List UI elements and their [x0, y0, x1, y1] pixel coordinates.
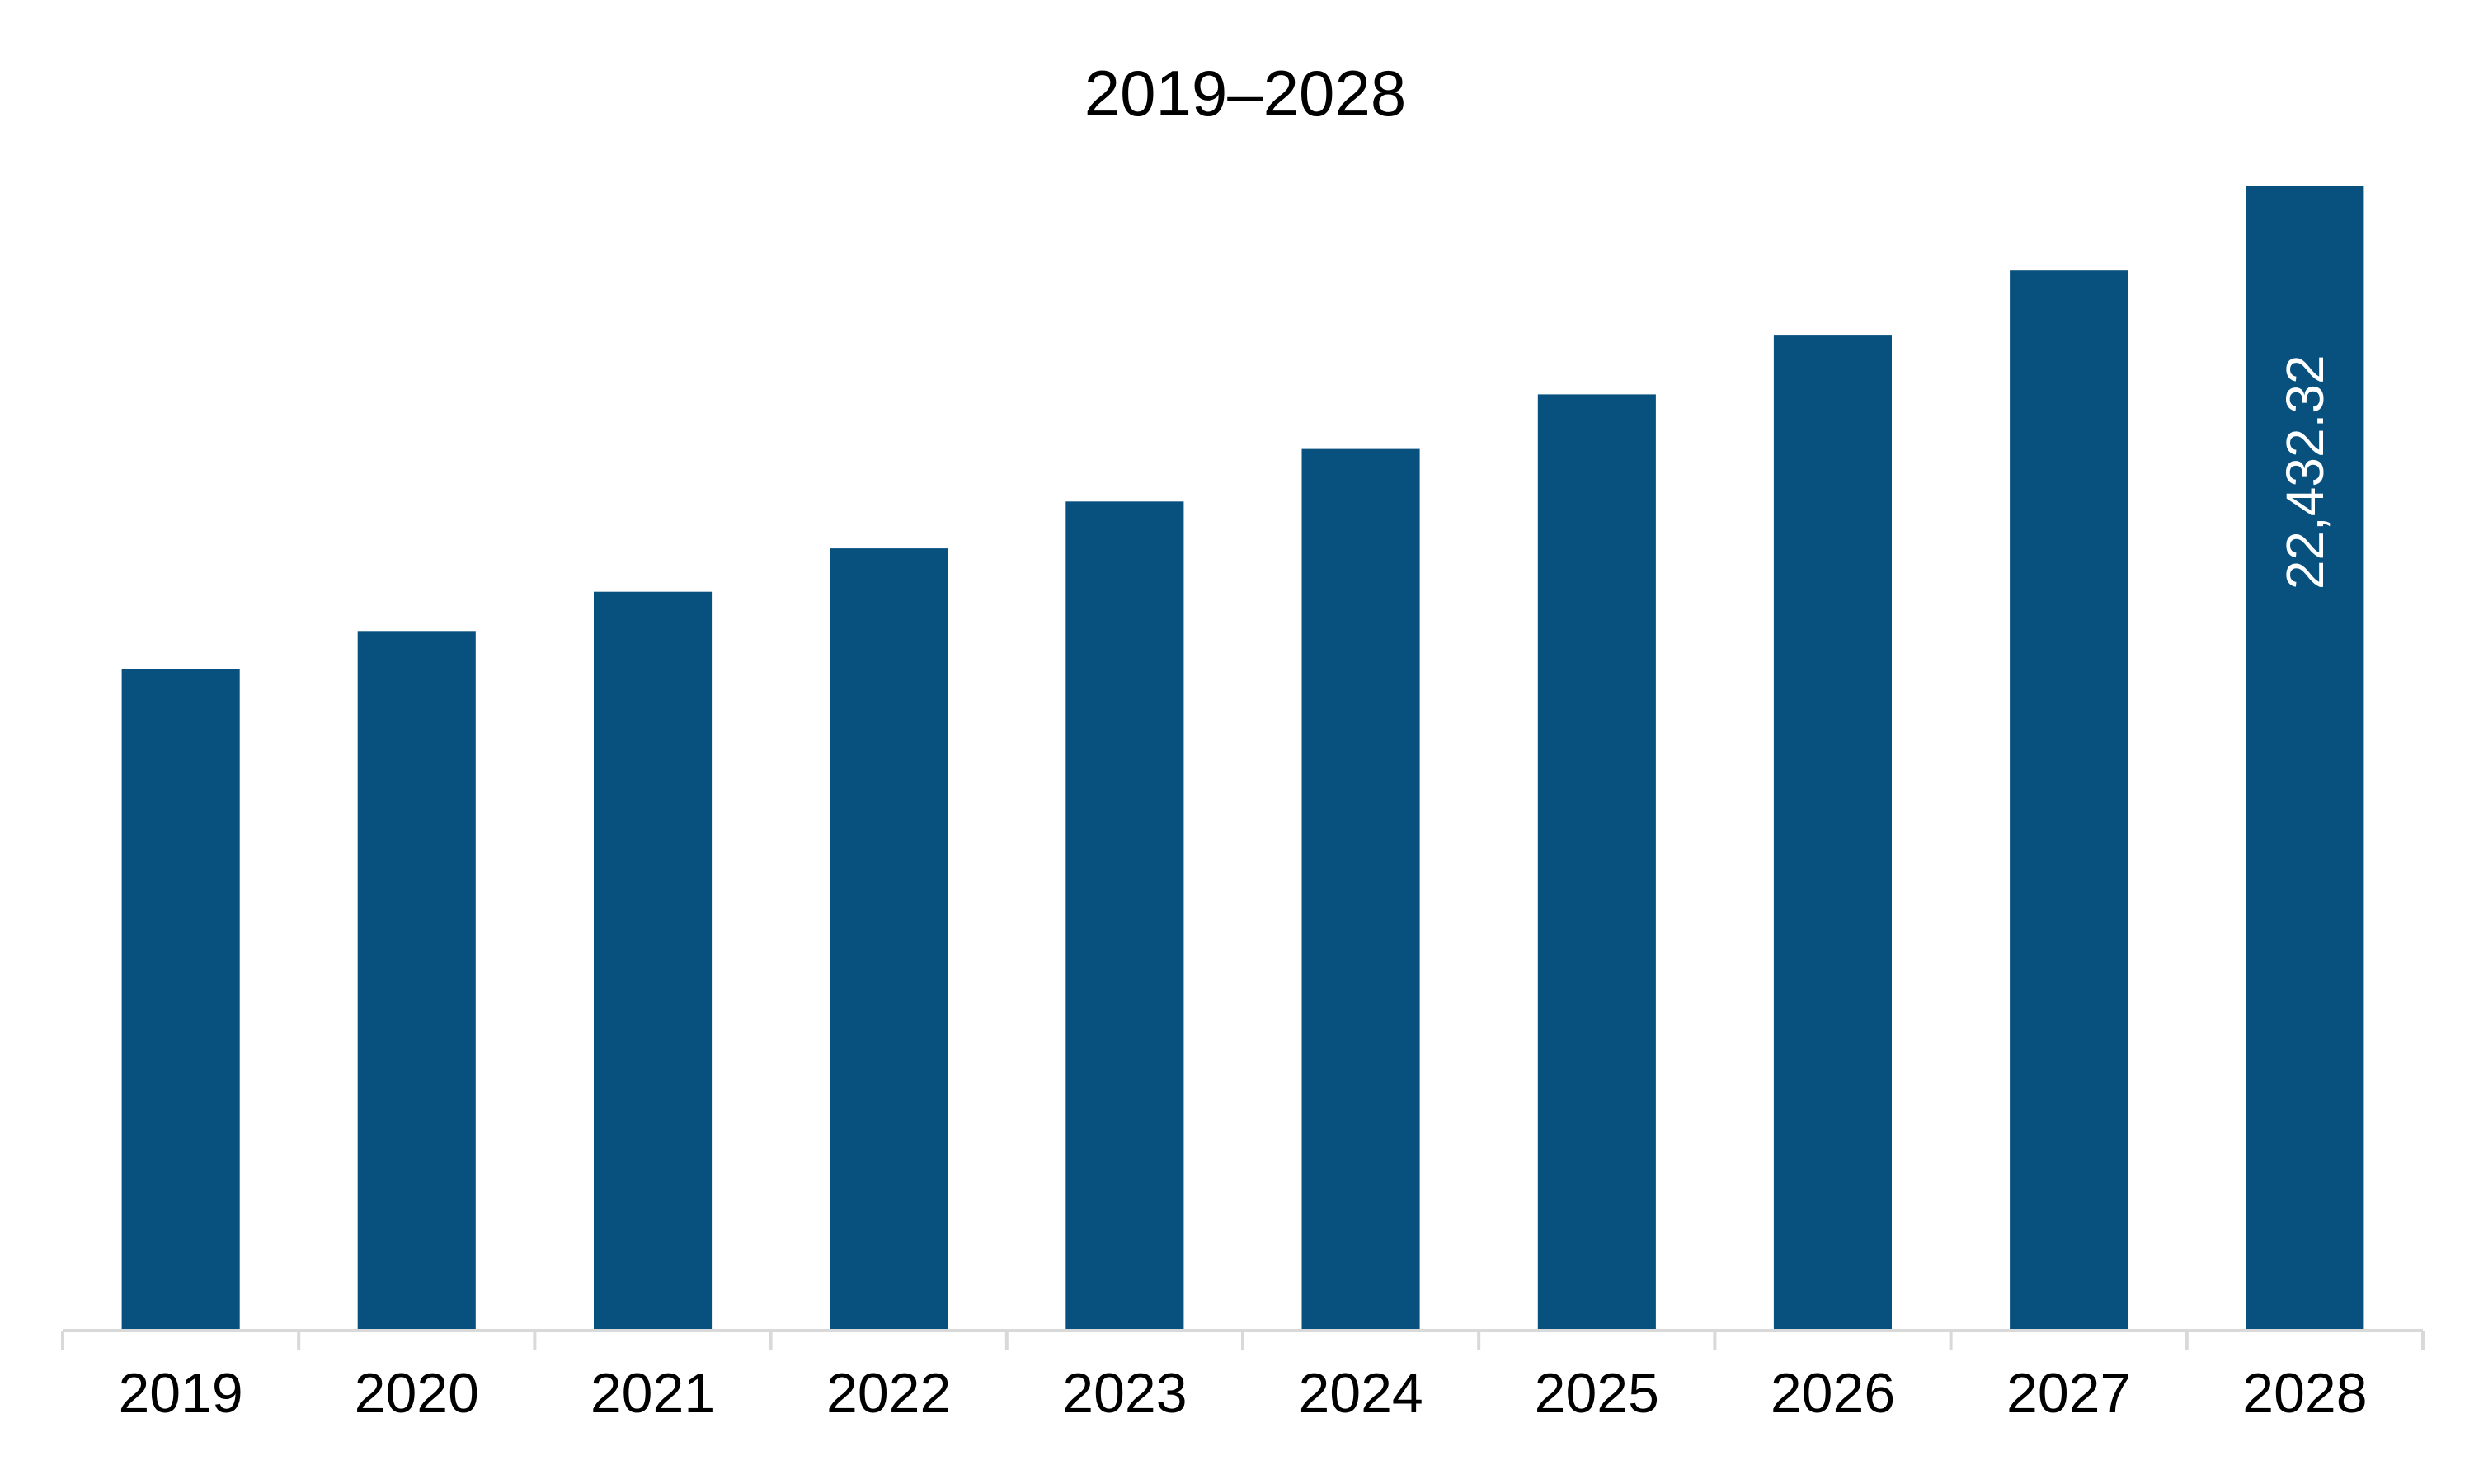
bar-2023	[1065, 501, 1184, 1330]
bar-2028	[2246, 186, 2364, 1330]
x-tick-label-2025: 2025	[1535, 1362, 1659, 1425]
bar-2024	[1301, 448, 1420, 1330]
data-label-2028: 22,432.32	[2275, 355, 2335, 589]
x-tick-label-2022: 2022	[826, 1362, 951, 1425]
bar-2020	[357, 631, 476, 1330]
x-tick-label-2027: 2027	[2006, 1362, 2131, 1425]
data-labels: 22,432.32	[2275, 355, 2335, 589]
x-tick-labels: 2019 2020 2021 2022 2023 2024 2025 2026 2027 2028	[118, 1362, 2367, 1425]
bar-2025	[1537, 394, 1656, 1330]
x-tick-label-2021: 2021	[590, 1362, 715, 1425]
x-tick-label-2019: 2019	[118, 1362, 242, 1425]
x-axis	[61, 1329, 2425, 1350]
bar-2026	[1773, 335, 1892, 1331]
bar-2027	[2010, 270, 2128, 1331]
x-tick-label-2026: 2026	[1771, 1362, 1895, 1425]
x-tick-label-2020: 2020	[355, 1362, 479, 1425]
bars-group	[121, 186, 2364, 1331]
x-tick-label-2024: 2024	[1298, 1362, 1423, 1425]
bar-2022	[830, 548, 948, 1330]
chart-title: 2019–2028	[1084, 57, 1406, 129]
bar-2019	[121, 669, 240, 1330]
x-tick-label-2023: 2023	[1062, 1362, 1187, 1425]
x-tick-label-2028: 2028	[2242, 1362, 2367, 1425]
bar-2021	[594, 591, 713, 1330]
